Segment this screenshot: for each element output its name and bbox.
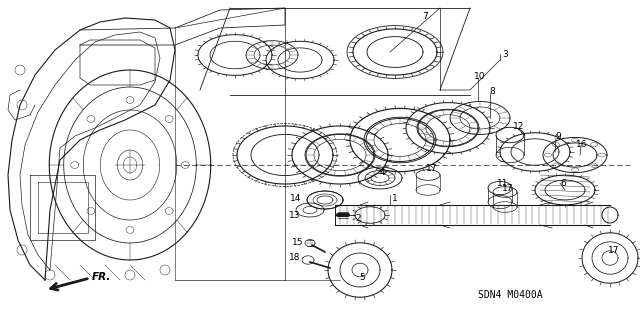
Text: 14: 14 bbox=[291, 194, 301, 203]
Text: 10: 10 bbox=[474, 71, 486, 81]
Text: 17: 17 bbox=[426, 164, 438, 172]
Text: 12: 12 bbox=[513, 122, 525, 131]
Text: 16: 16 bbox=[576, 140, 588, 148]
Text: 17: 17 bbox=[502, 183, 514, 193]
Text: 1: 1 bbox=[392, 194, 398, 203]
Text: 9: 9 bbox=[555, 132, 561, 140]
Text: FR.: FR. bbox=[92, 272, 111, 282]
Text: 11: 11 bbox=[497, 179, 509, 188]
Text: 18: 18 bbox=[289, 253, 301, 262]
Text: 6: 6 bbox=[560, 179, 566, 188]
Text: 15: 15 bbox=[292, 237, 304, 246]
Text: 13: 13 bbox=[289, 211, 301, 220]
Text: 8: 8 bbox=[489, 86, 495, 95]
Text: SDN4 M0400A: SDN4 M0400A bbox=[477, 290, 542, 300]
Text: 5: 5 bbox=[359, 273, 365, 282]
Text: 17: 17 bbox=[608, 245, 620, 254]
Text: 3: 3 bbox=[502, 50, 508, 59]
Text: 7: 7 bbox=[422, 12, 428, 20]
Text: 4: 4 bbox=[379, 167, 385, 177]
Text: 2: 2 bbox=[355, 213, 361, 222]
